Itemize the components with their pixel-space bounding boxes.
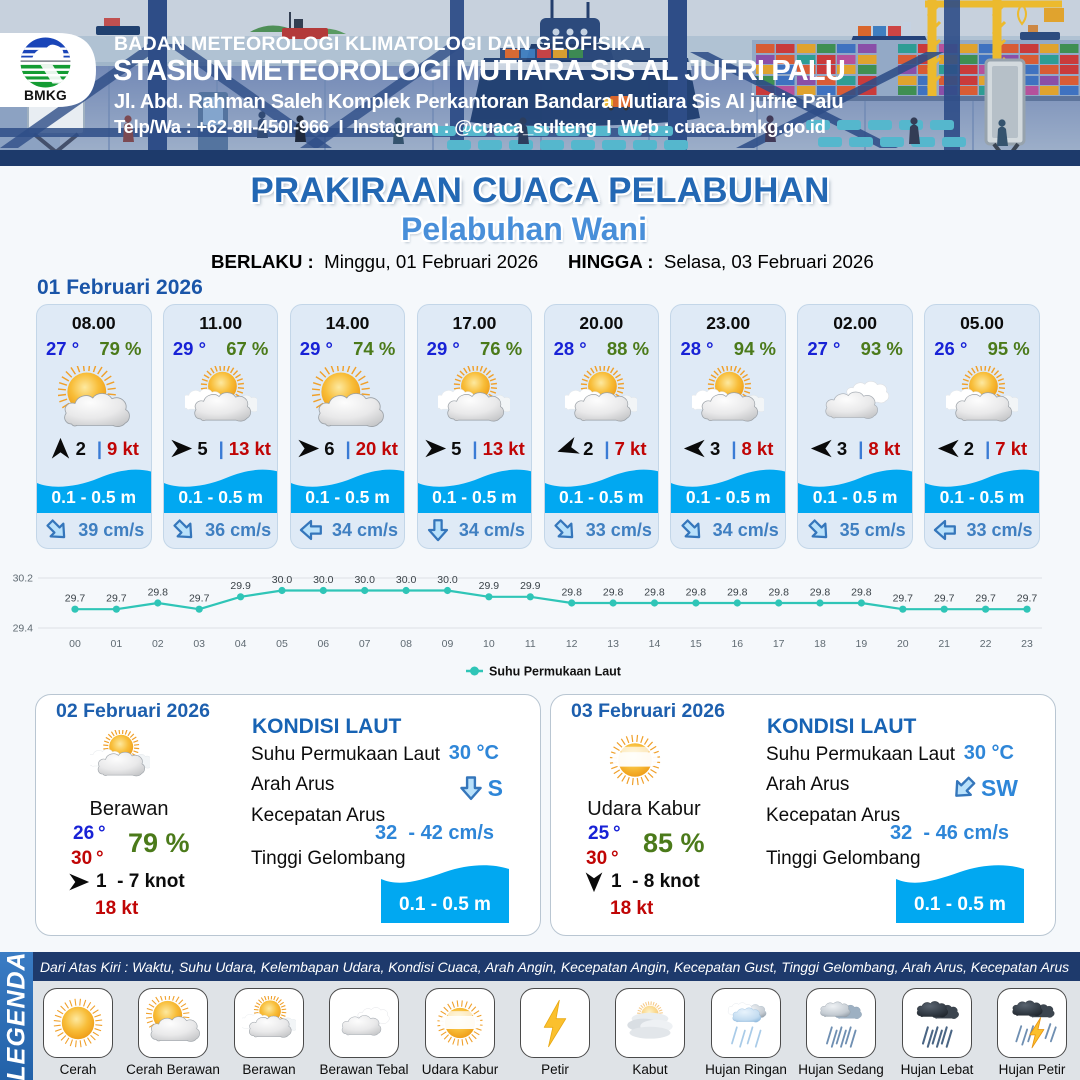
svg-text:30.0: 30.0 xyxy=(354,574,375,586)
svg-text:04: 04 xyxy=(235,638,247,650)
svg-text:29.9: 29.9 xyxy=(479,580,500,592)
svg-text:14: 14 xyxy=(649,638,661,650)
svg-text:22: 22 xyxy=(980,638,992,650)
svg-text:21: 21 xyxy=(938,638,950,650)
svg-text:29.7: 29.7 xyxy=(893,593,914,605)
svg-text:29.7: 29.7 xyxy=(1017,593,1038,605)
svg-text:06: 06 xyxy=(317,638,329,650)
svg-text:15: 15 xyxy=(690,638,702,650)
svg-text:17: 17 xyxy=(773,638,785,650)
svg-text:02: 02 xyxy=(152,638,164,650)
svg-text:00: 00 xyxy=(69,638,81,650)
svg-text:30.2: 30.2 xyxy=(13,573,34,585)
svg-text:29.9: 29.9 xyxy=(230,580,251,592)
svg-text:29.4: 29.4 xyxy=(13,623,34,635)
svg-text:23: 23 xyxy=(1021,638,1033,650)
svg-text:30.0: 30.0 xyxy=(313,574,334,586)
svg-text:05: 05 xyxy=(276,638,288,650)
svg-text:BMKG: BMKG xyxy=(24,88,67,103)
svg-text:29.7: 29.7 xyxy=(189,593,210,605)
svg-text:29.7: 29.7 xyxy=(106,593,127,605)
svg-text:30.0: 30.0 xyxy=(437,574,458,586)
svg-text:29.8: 29.8 xyxy=(727,587,748,599)
svg-text:03: 03 xyxy=(193,638,205,650)
svg-text:18: 18 xyxy=(814,638,826,650)
svg-text:29.9: 29.9 xyxy=(520,580,541,592)
svg-text:10: 10 xyxy=(483,638,495,650)
svg-text:29.8: 29.8 xyxy=(686,587,707,599)
svg-text:30.0: 30.0 xyxy=(272,574,293,586)
svg-text:09: 09 xyxy=(442,638,454,650)
svg-text:12: 12 xyxy=(566,638,578,650)
svg-text:29.8: 29.8 xyxy=(148,587,169,599)
svg-text:29.7: 29.7 xyxy=(975,593,996,605)
svg-text:11: 11 xyxy=(525,638,536,650)
svg-text:20: 20 xyxy=(897,638,909,650)
svg-text:29.8: 29.8 xyxy=(810,587,831,599)
svg-text:08: 08 xyxy=(400,638,412,650)
svg-text:07: 07 xyxy=(359,638,371,650)
svg-text:29.8: 29.8 xyxy=(561,587,582,599)
svg-text:01: 01 xyxy=(111,638,123,650)
svg-text:29.8: 29.8 xyxy=(603,587,624,599)
svg-text:29.7: 29.7 xyxy=(934,593,955,605)
svg-text:13: 13 xyxy=(607,638,619,650)
svg-text:19: 19 xyxy=(856,638,868,650)
svg-text:29.8: 29.8 xyxy=(851,587,872,599)
svg-text:Suhu Permukaan Laut: Suhu Permukaan Laut xyxy=(489,665,622,679)
svg-text:30.0: 30.0 xyxy=(396,574,417,586)
svg-text:29.8: 29.8 xyxy=(644,587,665,599)
svg-text:16: 16 xyxy=(731,638,743,650)
svg-text:29.7: 29.7 xyxy=(65,593,86,605)
svg-text:29.8: 29.8 xyxy=(768,587,789,599)
